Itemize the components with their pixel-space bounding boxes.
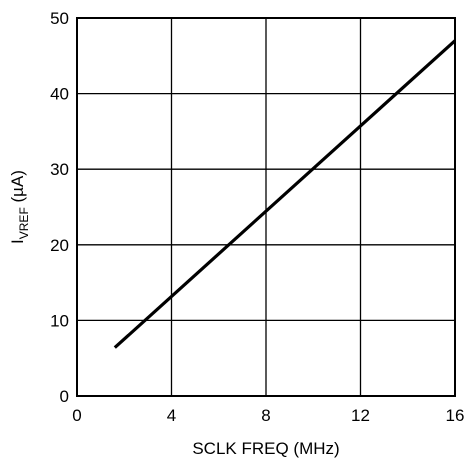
y-tick-label: 50 — [50, 9, 69, 28]
y-axis-title-subscript: VREF — [17, 207, 31, 239]
grid-layer — [77, 18, 455, 396]
x-tick-label: 4 — [167, 406, 176, 425]
y-tick-label: 30 — [50, 160, 69, 179]
y-axis-title: IVREF (µA) — [8, 170, 31, 244]
y-axis-title-unit: (µA) — [8, 170, 27, 207]
y-tick-label: 0 — [60, 387, 69, 406]
x-axis-title: SCLK FREQ (MHz) — [192, 439, 339, 458]
y-tick-label: 40 — [50, 85, 69, 104]
plot-frame — [76, 17, 456, 397]
x-tick-label: 8 — [261, 406, 270, 425]
x-tick-labels: 0 4 8 12 16 — [72, 406, 464, 425]
x-tick-label: 12 — [351, 406, 370, 425]
y-tick-label: 20 — [50, 236, 69, 255]
series-layer — [113, 39, 457, 349]
x-tick-label: 16 — [446, 406, 465, 425]
series-line — [113, 39, 457, 349]
y-axis-title-main: I — [8, 239, 27, 244]
x-tick-label: 0 — [72, 406, 81, 425]
y-tick-label: 10 — [50, 311, 69, 330]
y-tick-labels: 0 10 20 30 40 50 — [50, 9, 69, 406]
